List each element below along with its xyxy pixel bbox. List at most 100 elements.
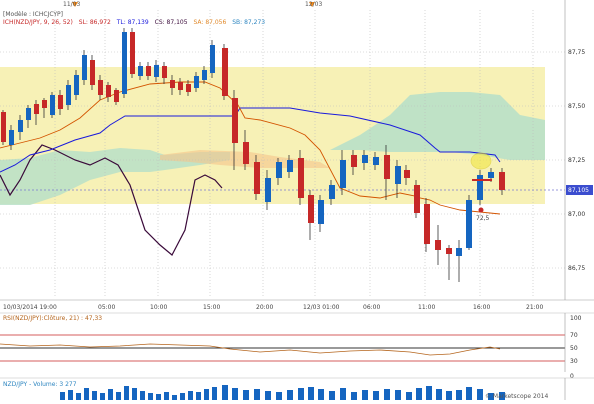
candle-bear — [130, 32, 135, 74]
candle-bear — [232, 98, 238, 143]
point-label: 72,5 — [476, 215, 490, 222]
candle-bear — [146, 66, 151, 76]
ichimoku-cloud-green-right — [330, 92, 545, 160]
time-tick: 11:00 — [418, 304, 435, 311]
volume-bar — [172, 395, 177, 400]
volume-bar — [68, 390, 73, 400]
candle-bull — [466, 200, 472, 248]
candle-bear — [351, 155, 357, 167]
volume-bar — [384, 389, 390, 400]
volume-bar — [395, 390, 401, 400]
ichimoku-cloud-green-left — [0, 148, 230, 205]
volume-bar — [116, 392, 121, 400]
volume-bar — [212, 387, 217, 400]
candle-bull — [154, 65, 159, 77]
candle-bull — [210, 45, 215, 73]
candle-bear — [170, 80, 175, 88]
volume-bar — [416, 388, 422, 400]
volume-bar — [140, 391, 145, 400]
volume-bar — [488, 393, 494, 400]
date-marker-arrow-mid — [309, 2, 315, 7]
volume-bar — [148, 393, 153, 400]
volume-bar — [100, 393, 105, 400]
model-label: [Modèle : ICHCJCYP] — [3, 11, 63, 18]
candle-bull — [194, 76, 199, 88]
volume-title: NZD/JPY - Volume: 3 277 — [3, 381, 77, 388]
volume-bar — [446, 391, 452, 400]
time-tick: 06:00 — [363, 304, 380, 311]
candle-bear — [114, 90, 119, 102]
candle-bear — [186, 84, 191, 92]
candle-bull — [138, 66, 143, 76]
volume-bar — [132, 388, 137, 400]
volume-bar — [298, 388, 304, 400]
candle-bull — [362, 155, 368, 163]
main-panel: 72,5 11/03 12/03 [Modèle : ICHCJCYP] ICH… — [0, 0, 594, 311]
time-tick: 20:00 — [256, 304, 273, 311]
time-tick: 15:00 — [203, 304, 220, 311]
time-tick: 10/03/2014 19:00 — [3, 304, 57, 311]
candle-bear — [90, 60, 95, 85]
volume-bar — [456, 390, 462, 400]
volume-bar — [84, 388, 89, 400]
candle-bear — [1, 112, 6, 142]
volume-panel: NZD/JPY - Volume: 3 277 — [0, 377, 594, 400]
volume-bar — [254, 389, 260, 400]
candle-bull — [373, 157, 379, 165]
price-axis — [565, 0, 594, 300]
current-price-badge — [566, 185, 593, 195]
volume-bar — [124, 386, 129, 400]
legend-sa: SA: 87,056 — [193, 19, 226, 26]
candle-bull — [488, 172, 494, 178]
volume-bar — [318, 389, 324, 400]
volume-bar — [243, 390, 249, 400]
candle-bear — [404, 170, 410, 178]
candle-bull — [122, 32, 127, 94]
candle-bear — [162, 66, 167, 78]
volume-bar — [76, 393, 81, 400]
candle-bull — [318, 200, 324, 224]
candle-bear — [243, 142, 249, 164]
price-tick: 87,50 — [568, 103, 585, 110]
ichimoku-legend: ICH(NZD/JPY, 9, 26, 52) SL: 86,972 TL: 8… — [3, 19, 265, 26]
volume-bar — [156, 394, 161, 400]
candle-bear — [499, 172, 505, 190]
rsi-panel: RSI(NZD/JPY):Clôture, 21) : 47,33 100 70… — [0, 312, 594, 380]
candle-bear — [308, 195, 314, 223]
candle-bull — [340, 160, 346, 188]
candle-bear — [424, 204, 430, 244]
candles — [1, 28, 505, 282]
date-marker-arrow-left — [72, 2, 78, 7]
volume-bar — [180, 393, 185, 400]
candle-bull — [456, 248, 462, 256]
time-tick: 16:00 — [473, 304, 490, 311]
legend-cs: CS: 87,105 — [155, 19, 188, 26]
candle-bull — [265, 178, 271, 202]
signal-highlight — [470, 152, 492, 170]
candle-bull — [329, 185, 335, 199]
volume-bar — [340, 388, 346, 400]
volume-bar — [499, 392, 505, 400]
price-tick: 87,75 — [568, 49, 585, 56]
volume-bar — [108, 389, 113, 400]
candle-bull — [276, 162, 282, 178]
main-grid — [0, 10, 565, 298]
volume-bar — [222, 385, 228, 400]
rsi-tick: 0 — [570, 373, 574, 380]
time-tick: 21:00 — [526, 304, 543, 311]
candle-bull — [395, 166, 401, 184]
legend-tl: TL: 87,139 — [116, 19, 149, 26]
price-tick: 87,00 — [568, 211, 585, 218]
candle-bull — [26, 108, 31, 120]
volume-bar — [477, 389, 483, 400]
volume-bar — [329, 391, 335, 400]
rsi-tick: 70 — [570, 332, 578, 339]
volume-bar — [60, 392, 65, 400]
candle-bear — [98, 80, 103, 95]
legend-sb: SB: 87,273 — [232, 19, 265, 26]
candle-bear — [222, 48, 228, 96]
candle-bull — [18, 120, 23, 132]
volume-bar — [406, 392, 412, 400]
